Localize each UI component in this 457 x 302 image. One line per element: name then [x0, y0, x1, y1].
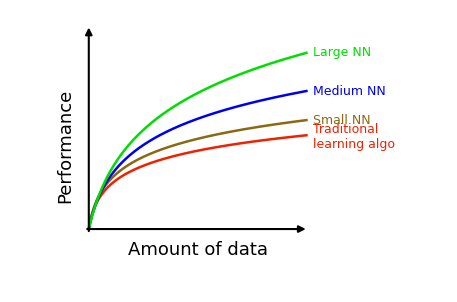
Text: Performance: Performance [56, 89, 74, 203]
Text: Small NN: Small NN [313, 114, 371, 127]
Text: Medium NN: Medium NN [313, 85, 386, 98]
Text: Traditional
learning algo: Traditional learning algo [313, 123, 395, 151]
Text: Amount of data: Amount of data [128, 241, 268, 259]
Text: Large NN: Large NN [313, 46, 371, 59]
